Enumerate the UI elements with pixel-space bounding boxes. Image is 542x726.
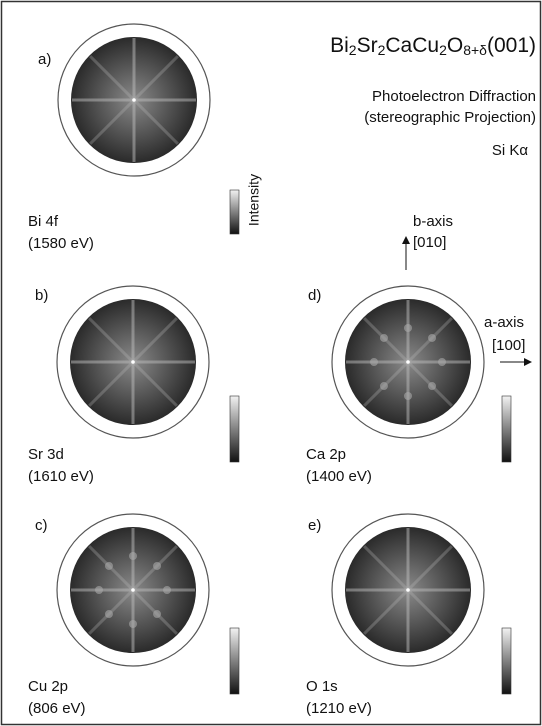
diffraction-spot bbox=[428, 334, 436, 342]
core-level: Sr 3d bbox=[28, 446, 64, 463]
colorbar bbox=[502, 628, 511, 694]
axis-index: [100] bbox=[492, 337, 525, 354]
photon-energy: (1610 eV) bbox=[28, 468, 94, 485]
photon-energy: (1400 eV) bbox=[306, 468, 372, 485]
colorbar bbox=[230, 628, 239, 694]
subtitle: (stereographic Projection) bbox=[364, 109, 536, 126]
diffraction-spot bbox=[438, 358, 446, 366]
photon-energy: (1580 eV) bbox=[28, 235, 94, 252]
center-dot bbox=[406, 588, 410, 592]
arrow-head bbox=[524, 358, 532, 366]
diffraction-spot bbox=[404, 324, 412, 332]
diffraction-spot bbox=[370, 358, 378, 366]
panel-label: a) bbox=[38, 51, 51, 68]
core-level: Bi 4f bbox=[28, 213, 59, 230]
diffraction-spot bbox=[153, 610, 161, 618]
axis-name: b-axis bbox=[413, 213, 453, 230]
diffraction-spot bbox=[404, 392, 412, 400]
axis-name: a-axis bbox=[484, 314, 524, 331]
axis-index: [010] bbox=[413, 234, 446, 251]
center-dot bbox=[131, 360, 135, 364]
title: Bi2Sr2CaCu2O8+δ(001) bbox=[330, 34, 536, 58]
panel-label: b) bbox=[35, 287, 48, 304]
diffraction-spot bbox=[105, 562, 113, 570]
photon-energy: (1210 eV) bbox=[306, 700, 372, 717]
diffraction-spot bbox=[163, 586, 171, 594]
core-level: Ca 2p bbox=[306, 446, 346, 463]
diffraction-spot bbox=[129, 620, 137, 628]
panel-label: e) bbox=[308, 517, 321, 534]
diffraction-spot bbox=[153, 562, 161, 570]
photon-energy: (806 eV) bbox=[28, 700, 86, 717]
diffraction-spot bbox=[380, 334, 388, 342]
panel-label: c) bbox=[35, 517, 48, 534]
colorbar-label: Intensity bbox=[246, 174, 262, 226]
figure: Bi2Sr2CaCu2O8+δ(001) Photoelectron Diffr… bbox=[0, 0, 542, 726]
diffraction-spot bbox=[105, 610, 113, 618]
diffraction-spot bbox=[380, 382, 388, 390]
panel-label: d) bbox=[308, 287, 321, 304]
center-dot bbox=[406, 360, 410, 364]
colorbar bbox=[230, 396, 239, 462]
core-level: O 1s bbox=[306, 678, 338, 695]
center-dot bbox=[131, 588, 135, 592]
diffraction-spot bbox=[129, 552, 137, 560]
center-dot bbox=[132, 98, 136, 102]
source: Si Kα bbox=[492, 142, 529, 159]
core-level: Cu 2p bbox=[28, 678, 68, 695]
colorbar bbox=[502, 396, 511, 462]
arrow-head bbox=[402, 236, 410, 244]
subtitle: Photoelectron Diffraction bbox=[372, 88, 536, 105]
colorbar bbox=[230, 190, 239, 234]
diffraction-spot bbox=[428, 382, 436, 390]
diffraction-spot bbox=[95, 586, 103, 594]
